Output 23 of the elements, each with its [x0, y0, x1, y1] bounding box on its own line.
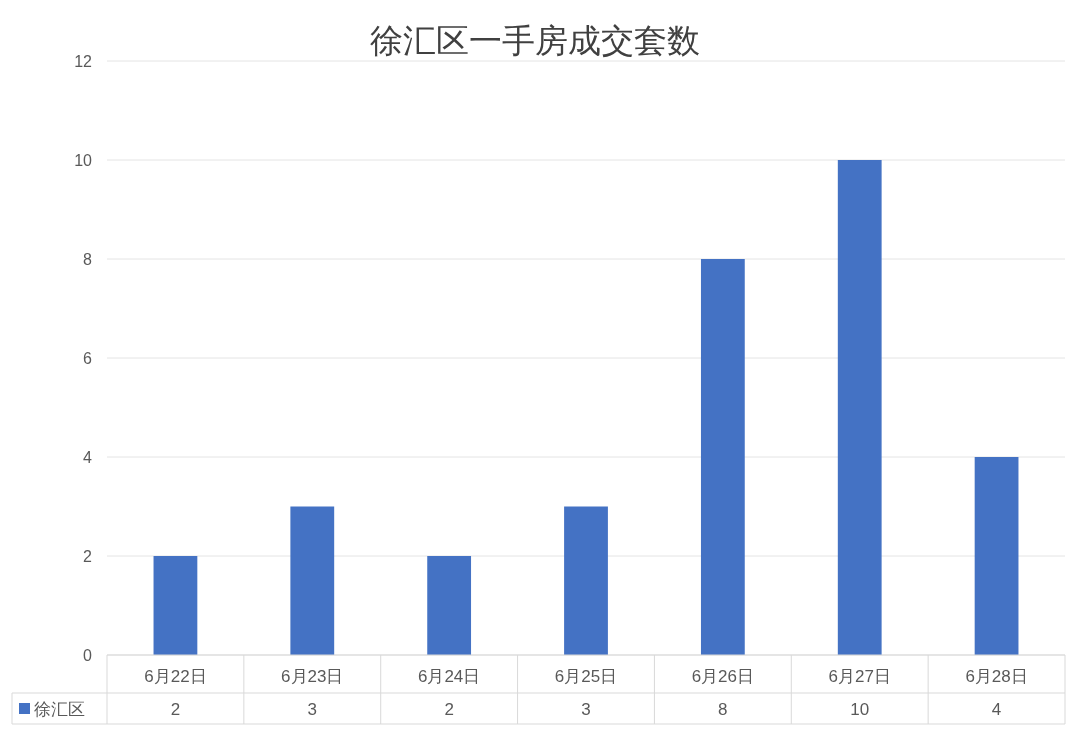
y-tick-label: 0 — [83, 647, 92, 664]
data-label: 2 — [444, 700, 454, 719]
title: 徐汇区一手房成交套数 — [370, 23, 700, 59]
y-tick-label: 10 — [74, 152, 92, 169]
data-label: 3 — [307, 700, 317, 719]
x-category-label: 6月24日 — [417, 667, 481, 686]
data-label: 10 — [850, 700, 870, 719]
x-category-label: 6月25日 — [554, 667, 618, 686]
legend-label: 徐汇区 — [34, 700, 85, 719]
data-label: 2 — [170, 700, 181, 719]
y-tick-label: 12 — [74, 53, 92, 70]
x-category-label: 6月26日 — [691, 667, 755, 686]
y-tick-label: 2 — [83, 548, 92, 565]
x-category-label: 6月28日 — [965, 667, 1028, 686]
data-label: 4 — [991, 700, 1002, 719]
x-category-label: 6月27日 — [828, 667, 891, 686]
x-category-label: 6月22日 — [144, 667, 207, 686]
y-tick-label: 6 — [83, 350, 92, 367]
data-label: 3 — [581, 700, 591, 719]
y-tick-label: 4 — [83, 449, 92, 466]
data-label: 8 — [718, 700, 728, 719]
y-tick-label: 8 — [83, 251, 92, 268]
x-category-label: 6月23日 — [281, 667, 344, 686]
